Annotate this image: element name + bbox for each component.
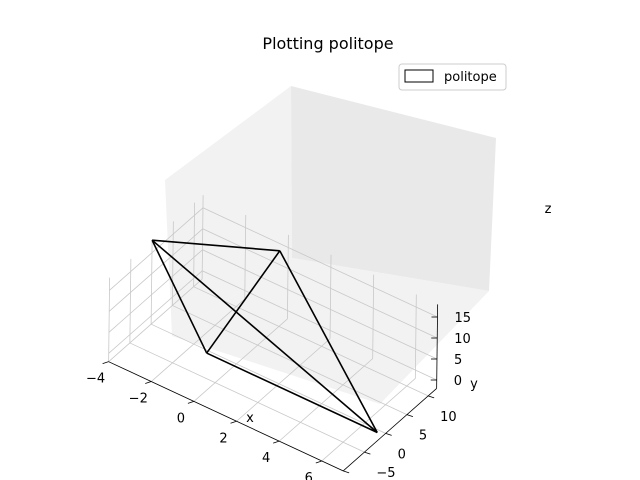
z-axis-label: z	[545, 202, 552, 217]
x-tick-label: 0	[177, 411, 185, 426]
chart-title: Plotting politope	[262, 34, 393, 53]
legend-label-politope: politope	[444, 70, 497, 85]
x-tick-label: 6	[305, 471, 313, 480]
z-tick-label: 0	[454, 374, 462, 389]
z-tick-label: 10	[454, 332, 471, 347]
x-tick-label: −4	[86, 372, 105, 387]
y-axis-label: y	[470, 377, 478, 392]
z-tick-label: 15	[454, 311, 471, 326]
x-tick-label: 2	[219, 431, 227, 446]
y-tick-label: 10	[440, 410, 457, 425]
legend: politope	[399, 64, 506, 90]
y-tick-label: 5	[419, 429, 427, 444]
z-tick-label: 5	[454, 353, 462, 368]
legend-swatch	[405, 70, 433, 82]
y-tick-label: −5	[376, 466, 395, 480]
y-tick-label: 0	[398, 447, 406, 462]
x-tick-label: −2	[129, 392, 148, 407]
x-axis-label: x	[246, 411, 254, 426]
x-tick-label: 4	[262, 451, 270, 466]
